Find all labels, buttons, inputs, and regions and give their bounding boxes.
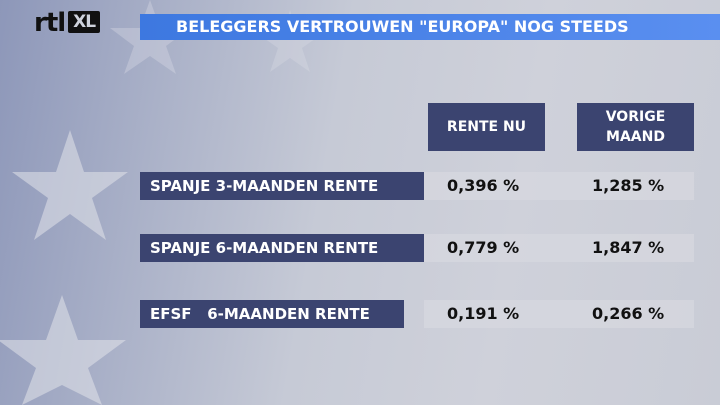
cell-value: 0,779 %	[447, 238, 520, 257]
cell-value: 1,285 %	[592, 176, 665, 195]
row-label: EFSF 6-MAANDEN RENTE	[140, 300, 404, 328]
row-band	[424, 300, 694, 328]
cell-value: 0,191 %	[447, 304, 520, 323]
row-label: SPANJE 3-MAANDEN RENTE	[140, 172, 424, 200]
logo: rtl XL	[34, 8, 101, 38]
title: BELEGGERS VERTROUWEN "EUROPA" NOG STEEDS	[140, 14, 720, 40]
column-header: RENTE NU	[428, 103, 545, 151]
cell-value: 0,396 %	[447, 176, 520, 195]
row-band	[424, 172, 694, 200]
column-header: VORIGE MAAND	[577, 103, 694, 151]
cell-value: 1,847 %	[592, 238, 665, 257]
logo-badge: XL	[68, 11, 101, 33]
row-band	[424, 234, 694, 262]
logo-text: rtl	[34, 8, 66, 38]
cell-value: 0,266 %	[592, 304, 665, 323]
row-label: SPANJE 6-MAANDEN RENTE	[140, 234, 424, 262]
